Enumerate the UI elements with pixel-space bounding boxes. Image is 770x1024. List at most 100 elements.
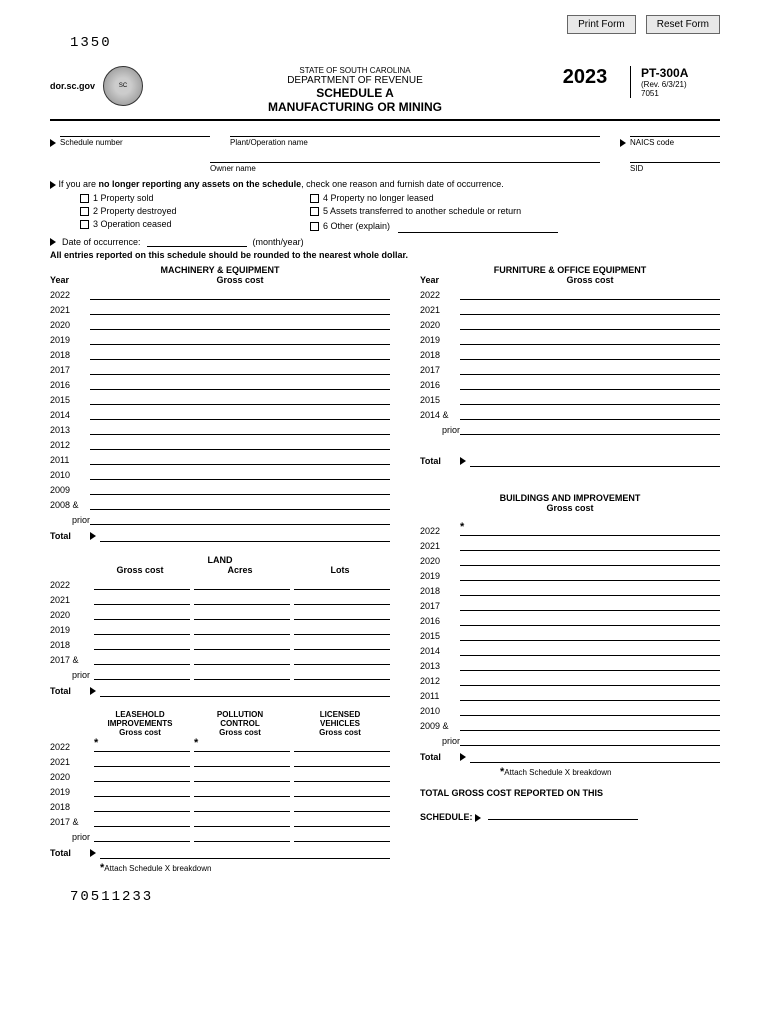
data-input[interactable] xyxy=(460,643,720,656)
data-input[interactable] xyxy=(460,347,720,360)
data-input[interactable] xyxy=(194,799,290,812)
data-input[interactable] xyxy=(94,769,190,782)
data-input[interactable] xyxy=(94,784,190,797)
data-input[interactable] xyxy=(90,332,390,345)
data-input[interactable] xyxy=(194,577,290,590)
data-input[interactable] xyxy=(194,769,290,782)
triple-total-input[interactable] xyxy=(100,846,390,859)
data-input[interactable] xyxy=(294,607,390,620)
furniture-prior-input[interactable] xyxy=(460,422,720,435)
checkbox-operation-ceased[interactable] xyxy=(80,220,89,229)
other-explain-input[interactable] xyxy=(398,219,558,233)
checkbox-property-destroyed[interactable] xyxy=(80,207,89,216)
data-input[interactable] xyxy=(194,607,290,620)
data-input[interactable] xyxy=(194,637,290,650)
data-input[interactable] xyxy=(94,592,190,605)
data-input[interactable] xyxy=(294,652,390,665)
data-input[interactable] xyxy=(90,302,390,315)
triple-input[interactable] xyxy=(294,829,390,842)
data-input[interactable] xyxy=(460,688,720,701)
data-input[interactable] xyxy=(294,784,390,797)
data-input[interactable] xyxy=(90,497,390,510)
data-input[interactable] xyxy=(90,437,390,450)
data-input[interactable] xyxy=(90,347,390,360)
owner-name-input[interactable] xyxy=(210,149,600,163)
data-input[interactable] xyxy=(460,317,720,330)
data-input[interactable] xyxy=(294,754,390,767)
sid-input[interactable] xyxy=(630,149,720,163)
data-input[interactable] xyxy=(194,814,290,827)
data-input[interactable] xyxy=(294,799,390,812)
data-input[interactable] xyxy=(94,577,190,590)
data-input[interactable] xyxy=(194,622,290,635)
data-input[interactable] xyxy=(90,317,390,330)
data-input[interactable] xyxy=(294,622,390,635)
checkbox-other[interactable] xyxy=(310,222,319,231)
data-input[interactable] xyxy=(90,422,390,435)
data-input[interactable] xyxy=(94,607,190,620)
print-button[interactable]: Print Form xyxy=(567,15,636,34)
data-input[interactable] xyxy=(460,553,720,566)
data-input[interactable] xyxy=(460,407,720,420)
data-input[interactable]: * xyxy=(194,739,290,752)
data-input[interactable] xyxy=(294,739,390,752)
data-input[interactable] xyxy=(460,598,720,611)
checkbox-assets-transferred[interactable] xyxy=(310,207,319,216)
data-input[interactable] xyxy=(460,583,720,596)
data-input[interactable] xyxy=(90,467,390,480)
data-input[interactable] xyxy=(90,482,390,495)
building-total-input[interactable] xyxy=(470,750,720,763)
data-input[interactable] xyxy=(460,332,720,345)
triple-input[interactable] xyxy=(194,829,290,842)
data-input[interactable] xyxy=(294,592,390,605)
data-input[interactable] xyxy=(194,754,290,767)
data-input[interactable] xyxy=(460,362,720,375)
data-input[interactable] xyxy=(460,628,720,641)
data-input[interactable] xyxy=(460,377,720,390)
naics-input[interactable] xyxy=(630,123,720,137)
data-input[interactable]: * xyxy=(94,739,190,752)
data-input[interactable] xyxy=(460,613,720,626)
land-input[interactable] xyxy=(94,667,190,680)
data-input[interactable] xyxy=(460,568,720,581)
data-input[interactable] xyxy=(90,392,390,405)
land-total-input[interactable] xyxy=(100,684,390,697)
total-gross-input[interactable] xyxy=(488,808,638,820)
data-input[interactable] xyxy=(294,637,390,650)
plant-operation-input[interactable] xyxy=(230,123,600,137)
data-input[interactable] xyxy=(194,592,290,605)
data-input[interactable] xyxy=(94,652,190,665)
data-input[interactable] xyxy=(460,392,720,405)
machinery-total-input[interactable] xyxy=(100,529,390,542)
date-occurrence-input[interactable] xyxy=(147,237,247,247)
data-input[interactable] xyxy=(94,622,190,635)
data-input[interactable] xyxy=(294,814,390,827)
data-input[interactable] xyxy=(460,538,720,551)
data-input[interactable] xyxy=(294,769,390,782)
data-input[interactable] xyxy=(460,287,720,300)
schedule-number-input[interactable] xyxy=(60,123,210,137)
machinery-prior-input[interactable] xyxy=(90,512,390,525)
data-input[interactable] xyxy=(90,452,390,465)
data-input[interactable] xyxy=(294,577,390,590)
data-input[interactable] xyxy=(194,784,290,797)
data-input[interactable]: * xyxy=(460,523,720,536)
data-input[interactable] xyxy=(90,362,390,375)
data-input[interactable] xyxy=(194,652,290,665)
data-input[interactable] xyxy=(460,673,720,686)
data-input[interactable] xyxy=(90,407,390,420)
triple-input[interactable] xyxy=(94,829,190,842)
data-input[interactable] xyxy=(460,718,720,731)
data-input[interactable] xyxy=(94,799,190,812)
data-input[interactable] xyxy=(90,287,390,300)
land-input[interactable] xyxy=(294,667,390,680)
checkbox-property-sold[interactable] xyxy=(80,194,89,203)
data-input[interactable] xyxy=(90,377,390,390)
data-input[interactable] xyxy=(460,302,720,315)
building-prior-input[interactable] xyxy=(460,733,720,746)
data-input[interactable] xyxy=(94,754,190,767)
data-input[interactable] xyxy=(94,637,190,650)
furniture-total-input[interactable] xyxy=(470,454,720,467)
land-input[interactable] xyxy=(194,667,290,680)
checkbox-no-longer-leased[interactable] xyxy=(310,194,319,203)
